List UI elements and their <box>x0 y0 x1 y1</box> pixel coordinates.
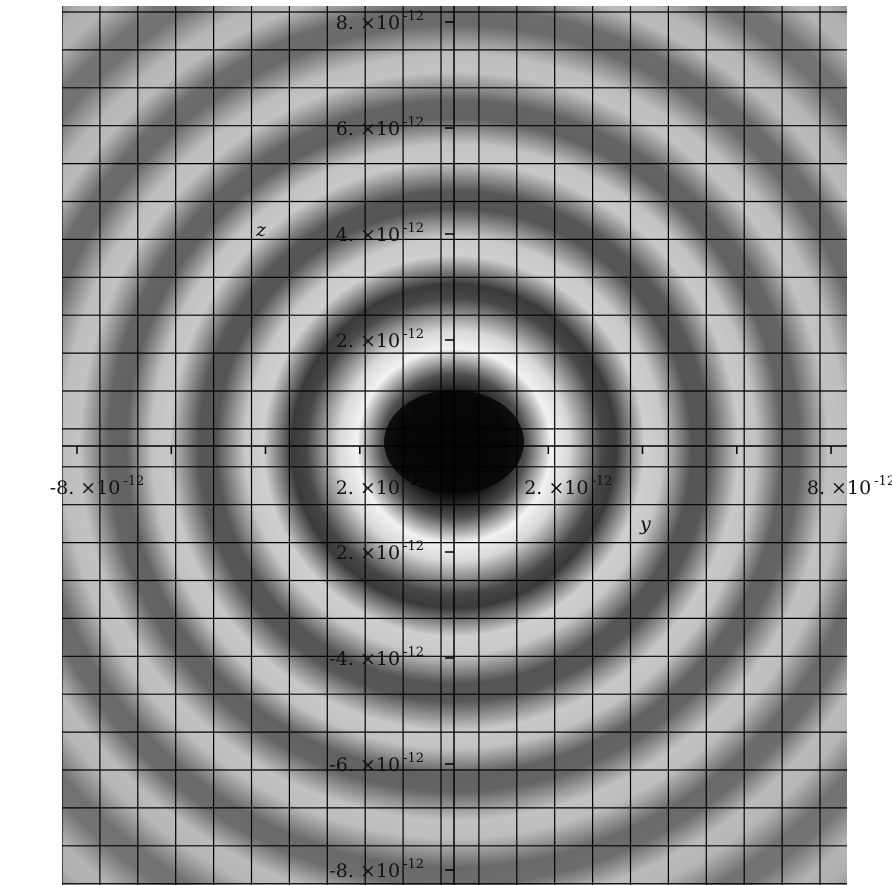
y-tick-label: 8. ×10 -12 <box>336 9 424 34</box>
y-tick-label: 4. ×10 -12 <box>336 221 424 246</box>
y-tick-label: 2. ×10 -12 <box>336 539 424 564</box>
tick-labels: 8. ×10 -12 6. ×10 -12 4. ×10 -12 2. ×10 -12 2. ×… <box>50 9 892 882</box>
x-tick-label: -8. ×10 -12 <box>50 474 145 499</box>
axis-label-z: z <box>255 219 267 241</box>
y-tick-label: 6. ×10 -12 <box>336 115 424 140</box>
y-tick-label: -4. ×10 -12 <box>329 645 424 670</box>
axis-label-y: y <box>639 513 651 535</box>
x-tick-label: 2. ×10 -12 <box>524 474 612 499</box>
y-tick-label: -8. ×10 -12 <box>329 857 424 882</box>
y-tick-label: -6. ×10 -12 <box>329 751 424 776</box>
y-tick-label: 2. ×10 -12 <box>336 327 424 352</box>
x-tick-label: 8. ×10 -12 <box>807 474 892 499</box>
x-tick-label: 2. ×10 -12 <box>336 474 424 499</box>
axes <box>62 6 847 885</box>
